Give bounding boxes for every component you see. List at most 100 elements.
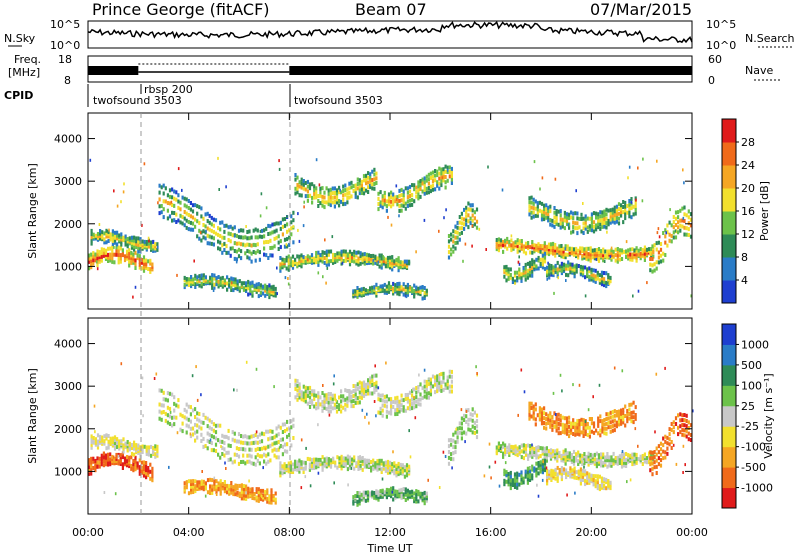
heatmap-cell <box>419 183 422 187</box>
heatmap-cell <box>90 442 93 447</box>
heatmap-cell <box>191 209 195 214</box>
heatmap-cell <box>302 470 305 474</box>
heatmap-cell <box>596 486 599 491</box>
heatmap-cell <box>587 252 590 257</box>
heatmap-cell <box>232 485 235 490</box>
heatmap-cell <box>294 177 297 182</box>
heatmap-cell <box>467 201 470 206</box>
heatmap-cell <box>431 187 435 192</box>
heatmap-cell <box>294 459 297 464</box>
heatmap-cell <box>173 401 176 406</box>
heatmap-cell <box>609 279 612 284</box>
heatmap-cell <box>510 248 513 253</box>
heatmap-cell <box>581 474 585 479</box>
heatmap-cell <box>187 213 190 217</box>
heatmap-cell <box>586 480 589 485</box>
heatmap-cell <box>596 474 599 479</box>
heatmap-cell <box>620 248 624 253</box>
heatmap-cell <box>237 235 241 240</box>
heatmap-cell <box>531 273 534 278</box>
heatmap-cell <box>447 250 451 255</box>
heatmap-cell <box>685 434 688 439</box>
heatmap-cell <box>105 446 108 451</box>
heatmap-cell <box>637 457 640 462</box>
heatmap-cell <box>611 414 614 419</box>
heatmap-cell <box>265 461 268 466</box>
heatmap-cell <box>423 384 426 389</box>
heatmap-cell <box>620 203 623 208</box>
heatmap-cell <box>271 429 274 434</box>
heatmap-cell <box>543 251 547 256</box>
heatmap-cell <box>96 460 99 465</box>
heatmap-cell <box>279 265 282 270</box>
heatmap-cell <box>386 262 390 267</box>
heatmap-cell <box>559 422 562 427</box>
heatmap-cell <box>194 217 197 222</box>
heatmap-cell <box>434 375 437 380</box>
heatmap-cell <box>548 471 551 476</box>
heatmap-cell <box>562 255 565 259</box>
heatmap-cell <box>579 478 582 482</box>
heatmap-cell <box>456 240 459 245</box>
heatmap-cell <box>546 472 549 476</box>
heatmap-cell <box>394 495 397 500</box>
heatmap-cell <box>348 398 351 403</box>
heatmap-cell <box>586 476 589 480</box>
heatmap-cell <box>543 468 547 473</box>
heatmap-cell <box>147 244 150 249</box>
heatmap-cell <box>543 463 547 468</box>
heatmap-cell <box>318 183 321 187</box>
heatmap-cell <box>219 227 222 232</box>
heatmap-cell <box>653 455 656 460</box>
heatmap-cell <box>377 286 380 290</box>
heatmap-cell <box>672 215 675 219</box>
heatmap-cell <box>529 450 532 455</box>
heatmap-cell <box>272 494 275 498</box>
heatmap-cell <box>138 458 141 463</box>
heatmap-cell <box>550 475 553 480</box>
heatmap-cell <box>556 260 559 265</box>
heatmap-cell <box>600 460 603 465</box>
heatmap-cell <box>251 493 254 498</box>
heatmap-cell <box>123 456 127 461</box>
heatmap-cell <box>543 425 546 430</box>
heatmap-cell <box>408 198 412 203</box>
heatmap-cell <box>553 424 556 429</box>
heatmap-cell <box>586 216 589 221</box>
heatmap-cell <box>582 418 585 423</box>
heatmap-cell <box>268 286 271 291</box>
heatmap-cell <box>556 475 559 480</box>
heatmap-cell <box>600 455 603 460</box>
heatmap-cell <box>140 465 143 470</box>
heatmap-cell <box>577 253 580 258</box>
heatmap-cell <box>653 465 656 470</box>
heatmap-cell <box>450 438 453 442</box>
heatmap-cell <box>214 423 218 428</box>
heatmap-cell <box>151 267 154 272</box>
heatmap-cell <box>382 461 385 466</box>
heatmap-cell <box>425 190 428 195</box>
heatmap-cell <box>672 220 675 225</box>
heatmap-cell <box>653 243 656 248</box>
heatmap-cell <box>505 264 508 269</box>
heatmap-cell <box>171 203 174 207</box>
heatmap-cell <box>450 177 453 182</box>
heatmap-cell <box>552 268 555 272</box>
heatmap-cell <box>340 389 343 394</box>
heatmap-cell <box>607 479 610 483</box>
heatmap-cell <box>431 183 435 188</box>
heatmap-cell <box>209 491 212 495</box>
heatmap-cell <box>631 252 634 257</box>
heatmap-cell <box>271 448 274 453</box>
heatmap-cell <box>246 230 249 234</box>
heatmap-cell <box>454 440 457 445</box>
heatmap-cell <box>465 414 468 419</box>
heatmap-cell <box>380 458 383 463</box>
heatmap-cell <box>635 252 638 257</box>
heatmap-cell <box>273 229 276 234</box>
heatmap-cell <box>139 243 142 248</box>
heatmap-cell <box>90 456 93 461</box>
heatmap-cell <box>404 201 407 206</box>
heatmap-cell <box>444 164 447 169</box>
heatmap-cell <box>513 270 517 275</box>
